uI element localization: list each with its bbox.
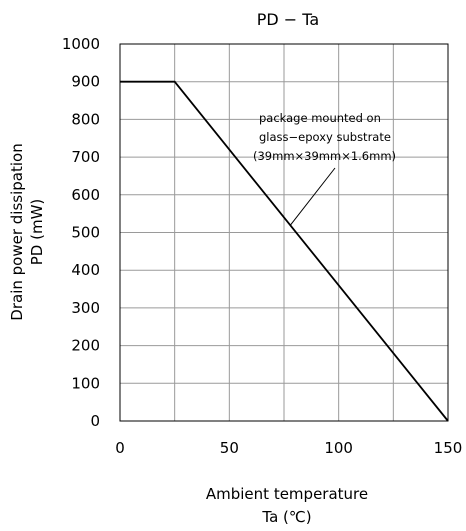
y-tick-labels: 0 100 200 300 400 500 600 700 800 900 1000 xyxy=(62,35,100,430)
y-axis-label-line-1: Drain power dissipation xyxy=(8,143,26,320)
y-tick-label: 700 xyxy=(71,148,100,166)
chart-title: PD − Ta xyxy=(257,10,319,29)
annotation-leader-line xyxy=(290,167,336,226)
x-tick-label: 150 xyxy=(434,439,463,457)
y-tick-label: 300 xyxy=(71,299,100,317)
plot-frame xyxy=(119,43,449,422)
y-tick-label: 0 xyxy=(90,412,100,430)
y-tick-label: 500 xyxy=(71,224,100,242)
y-tick-label: 800 xyxy=(71,110,100,128)
pd-derating-line xyxy=(120,80,449,422)
grid xyxy=(120,44,448,421)
x-axis-label-line-1: Ambient temperature xyxy=(206,485,368,503)
annotation-line-1: package mounted on xyxy=(259,111,381,125)
x-tick-label: 0 xyxy=(115,439,125,457)
x-tick-label: 50 xyxy=(220,439,239,457)
x-tick-labels: 0 50 100 150 xyxy=(115,439,462,457)
annotation-line-2: glass−epoxy substrate xyxy=(259,130,391,144)
y-tick-label: 1000 xyxy=(62,35,100,53)
y-axis-label-line-2: PD (mW) xyxy=(28,199,46,266)
y-tick-label: 100 xyxy=(71,374,100,392)
annotation-line-3: (39mm×39mm×1.6mm) xyxy=(253,149,396,163)
y-tick-label: 600 xyxy=(71,186,100,204)
x-tick-label: 100 xyxy=(324,439,353,457)
x-axis-label-line-2: Ta (℃) xyxy=(261,508,311,526)
annotation: package mounted on glass−epoxy substrate… xyxy=(253,111,396,226)
y-tick-label: 900 xyxy=(71,73,100,91)
series-layer xyxy=(120,80,449,422)
y-tick-label: 200 xyxy=(71,337,100,355)
y-tick-label: 400 xyxy=(71,261,100,279)
